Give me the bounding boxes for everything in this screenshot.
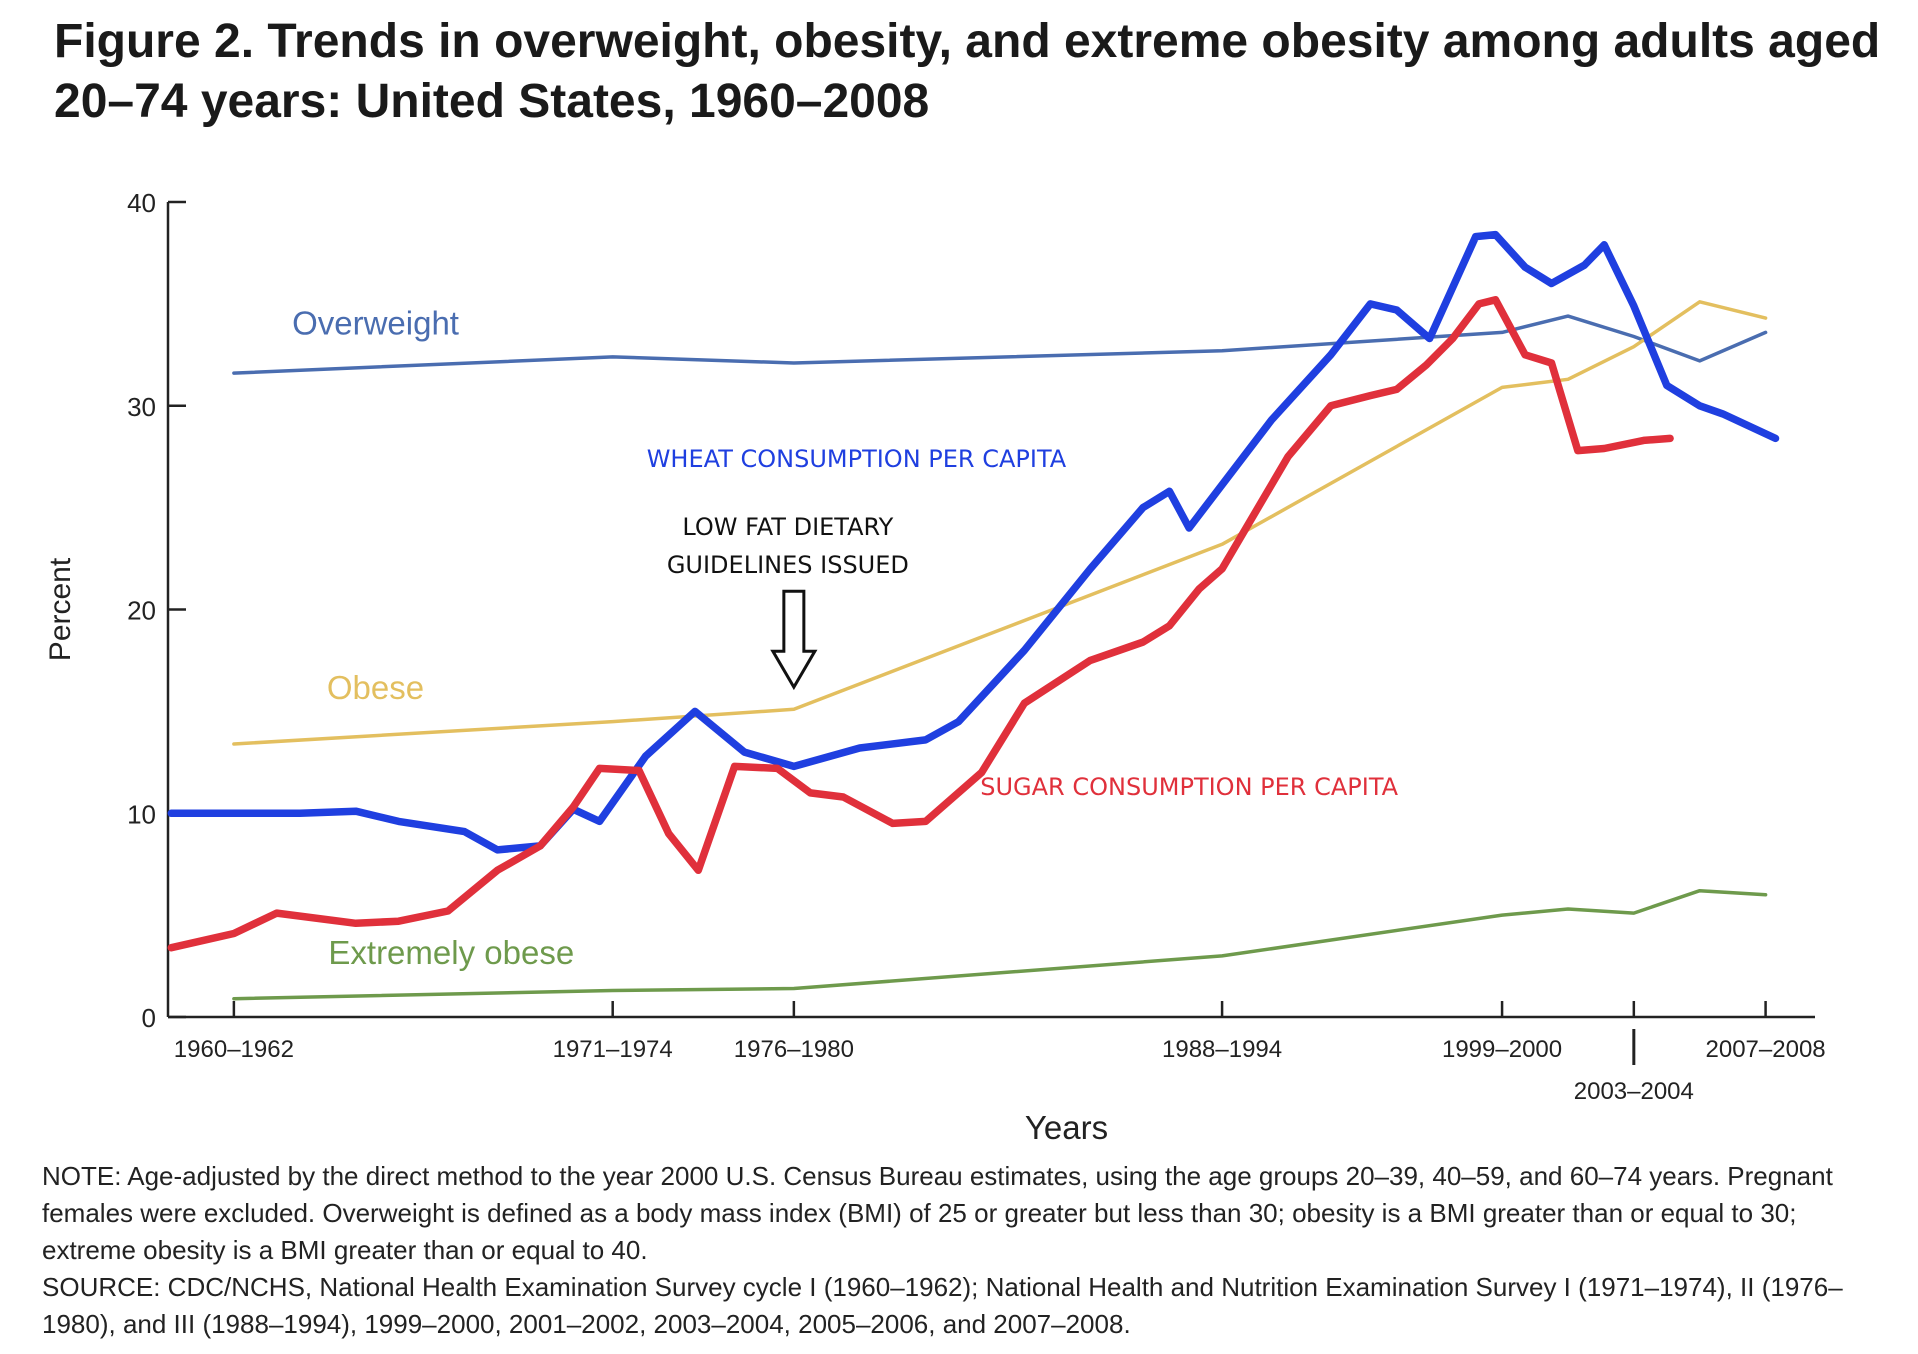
series-label-obese: Obese: [327, 669, 424, 706]
annotation-line: GUIDELINES ISSUED: [667, 551, 909, 579]
y-tick-label: 0: [142, 1003, 156, 1033]
series-layer: [232, 300, 1768, 1001]
x-tick-label: 2007–2008: [1706, 1036, 1826, 1063]
chart-axes: 0 10 20 30 40 1960–1962 1971–1974 1976–1980 1988…: [44, 188, 1826, 1146]
x-tick-label: 1999–2000: [1442, 1036, 1562, 1063]
series-label-wheat-consumption-per-capita: WHEAT CONSUMPTION PER CAPITA: [647, 445, 1067, 473]
y-tick-label: 30: [127, 392, 156, 422]
y-tick-label: 40: [127, 188, 156, 218]
y-tick-label: 10: [127, 799, 156, 829]
series-label-overweight: Overweight: [292, 304, 459, 341]
x-tick-label: 1988–1994: [1162, 1036, 1282, 1063]
y-axis-title: Percent: [44, 557, 77, 661]
x-tick-label: 1960–1962: [174, 1036, 294, 1063]
source-text: SOURCE: CDC/NCHS, National Health Examin…: [42, 1272, 1843, 1339]
overlay-line-sugar-consumption-per-capita: [167, 296, 1674, 952]
series-line-overweight: [232, 314, 1768, 375]
x-tick-label: 2003–2004: [1574, 1078, 1694, 1105]
series-label-sugar-consumption-per-capita: SUGAR CONSUMPTION PER CAPITA: [980, 773, 1398, 801]
figure-notes: NOTE: Age-adjusted by the direct method …: [42, 1158, 1892, 1343]
note-text: NOTE: Age-adjusted by the direct method …: [42, 1161, 1833, 1265]
series-line-obese: [232, 300, 1768, 746]
x-tick-label: 1976–1980: [734, 1036, 854, 1063]
obesity-trends-chart: 0 10 20 30 40 1960–1962 1971–1974 1976–1980 1988…: [44, 188, 1826, 1146]
series-line-extremely-obese: [232, 888, 1768, 1001]
x-tick-label: 1971–1974: [553, 1036, 673, 1063]
x-axis-title: Years: [1025, 1109, 1108, 1146]
y-tick-label: 20: [127, 596, 156, 626]
annotation-arrow: [770, 589, 818, 691]
series-label-extremely-obese: Extremely obese: [328, 934, 574, 971]
overlay-layer: [167, 230, 1780, 952]
annotation-line: LOW FAT DIETARY: [682, 513, 893, 541]
figure-title: Figure 2. Trends in overweight, obesity,…: [54, 15, 1881, 128]
label-layer: Overweight Obese Extremely obese WHEAT CONS…: [292, 304, 1399, 971]
